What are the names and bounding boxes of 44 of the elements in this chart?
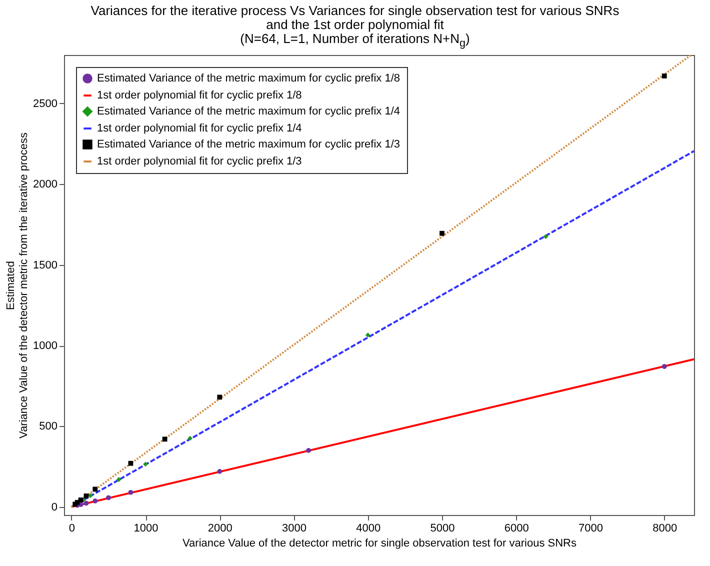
y-tick-label: 500 (39, 420, 58, 432)
legend-label: 1st order polynomial fit for cyclic prefix 1/3 (97, 155, 302, 168)
point (188, 435, 192, 440)
point (365, 332, 370, 338)
y-tick-label: 2000 (33, 178, 58, 190)
y-tick-label: 2500 (33, 98, 58, 110)
legend-label: 1st order polynomial fit for cyclic prefix 1/4 (97, 122, 302, 134)
point (306, 448, 312, 452)
point (128, 460, 134, 466)
x-tick-label: 0 (68, 522, 75, 534)
point (84, 500, 89, 506)
legend-label: Estimated Variance of the metric maximum for cyclic prefix 1/8 (97, 72, 400, 84)
chart-subtitle: (N=64, L=1, Number of iterations N+N$_{g}$) (239, 31, 471, 51)
point (92, 486, 98, 492)
legend-label: Estimated Variance of the metric maximum for cyclic prefix 1/3 (97, 138, 400, 150)
point (662, 364, 667, 369)
point (662, 73, 667, 78)
point (128, 490, 134, 494)
x-tick-label: 3000 (282, 522, 307, 534)
legend-label: 1st order polynomial fit for cyclic prefix 1/8 (97, 89, 302, 102)
point (543, 234, 548, 239)
x-tick-label: 7000 (578, 522, 603, 534)
point (440, 230, 444, 236)
y-tick-label: 0 (51, 501, 58, 514)
x-tick-label: 1000 (134, 522, 158, 534)
x-tick-label: 4000 (356, 522, 381, 534)
y-tick-label: 1500 (33, 258, 58, 271)
point (162, 436, 168, 442)
point (217, 394, 222, 400)
y-axis-title: Estimated Variance Value of the detector metric from the iterative process (5, 132, 30, 438)
point (84, 493, 89, 498)
point (143, 461, 148, 466)
x-tick-label: 6000 (504, 522, 529, 534)
legend-label: Estimated Variance of the metric maximum for cyclic prefix 1/4 (97, 105, 400, 118)
x-axis-title: Variance Value of the detector metric for single observation test for various SNRs (182, 537, 577, 550)
point (116, 476, 122, 482)
x-tick-label: 2000 (208, 522, 232, 534)
point (217, 468, 222, 474)
x-tick-label: 5000 (430, 522, 455, 534)
y-tick-label: 1000 (33, 340, 58, 352)
chart-title: Variances for the iterative process Vs Variances for single observation test for various SNRs and the 1st order polynomial fit (90, 3, 620, 32)
point (106, 494, 111, 500)
x-tick-label: 8000 (652, 522, 678, 534)
point (92, 498, 98, 503)
